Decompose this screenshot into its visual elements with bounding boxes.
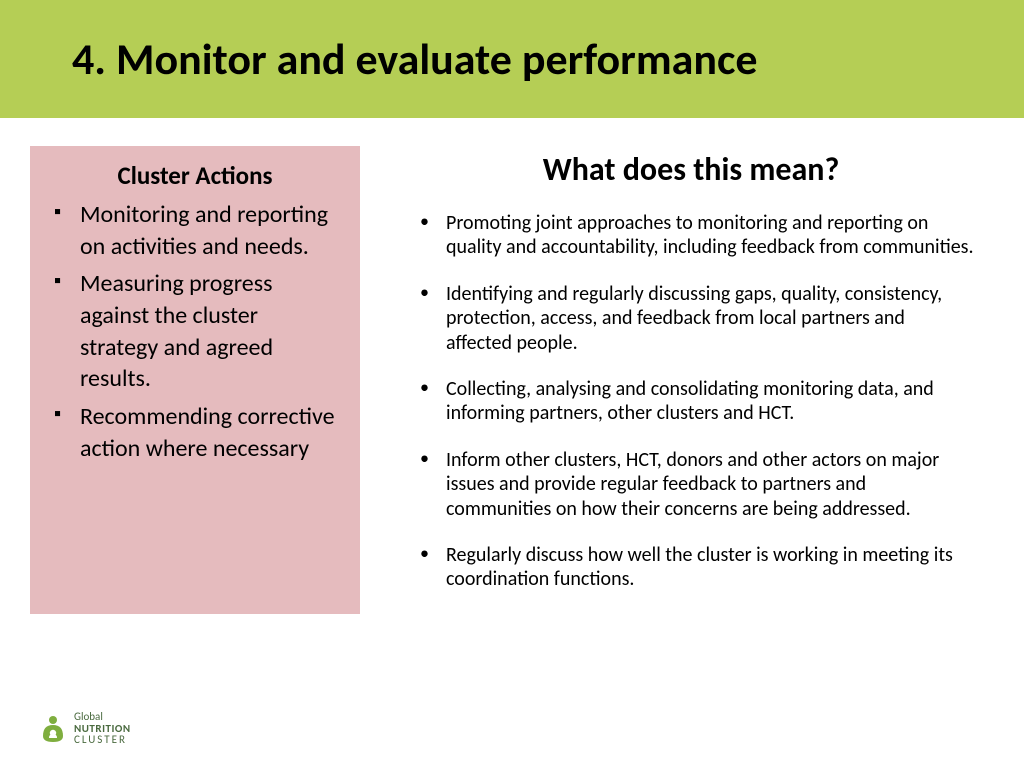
list-item: Collecting, analysing and consolidating …	[408, 377, 974, 426]
list-item: Measuring progress against the cluster s…	[50, 268, 340, 395]
nutrition-cluster-icon	[38, 714, 68, 744]
list-item: Promoting joint approaches to monitoring…	[408, 211, 974, 260]
list-item: Inform other clusters, HCT, donors and o…	[408, 448, 974, 521]
list-item: Recommending corrective action where nec…	[50, 401, 340, 464]
content-columns: Cluster Actions Monitoring and reporting…	[0, 118, 1024, 614]
slide-title: 4. Monitor and evaluate performance	[72, 32, 758, 86]
explanation-heading: What does this mean?	[408, 150, 974, 189]
list-item: Identifying and regularly discussing gap…	[408, 282, 974, 355]
slide-header: 4. Monitor and evaluate performance	[0, 0, 1024, 118]
logo-line3: CLUSTER	[74, 734, 131, 746]
list-item: Regularly discuss how well the cluster i…	[408, 543, 974, 592]
cluster-actions-heading: Cluster Actions	[50, 160, 340, 191]
cluster-actions-list: Monitoring and reporting on activities a…	[50, 199, 340, 464]
cluster-actions-box: Cluster Actions Monitoring and reporting…	[30, 146, 360, 614]
explanation-list: Promoting joint approaches to monitoring…	[408, 211, 974, 592]
explanation-column: What does this mean? Promoting joint app…	[408, 146, 994, 614]
list-item: Monitoring and reporting on activities a…	[50, 199, 340, 262]
gnc-logo: Global NUTRITION CLUSTER	[38, 711, 131, 746]
logo-text: Global NUTRITION CLUSTER	[74, 711, 131, 746]
